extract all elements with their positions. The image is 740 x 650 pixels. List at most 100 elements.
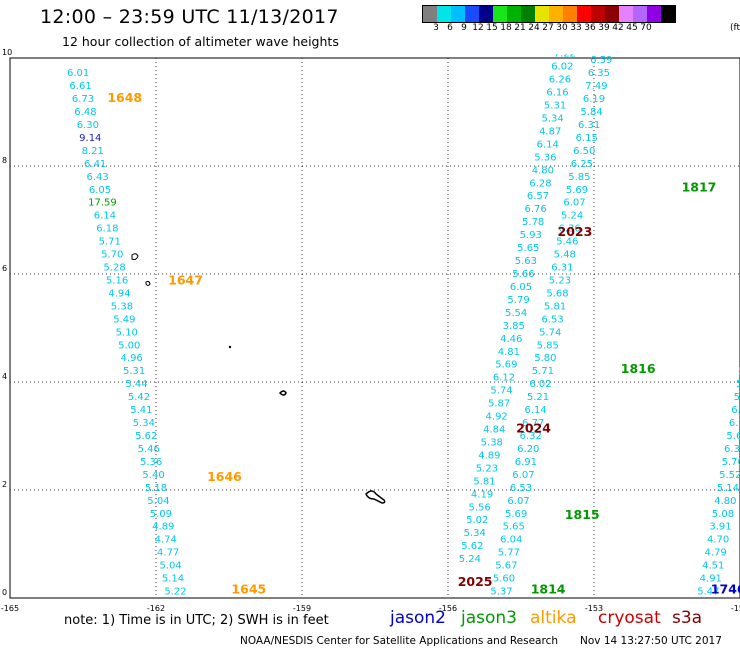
wave-height-label: 5.86 bbox=[559, 23, 581, 34]
wave-height-label: 4.84 bbox=[483, 425, 505, 436]
wave-height-label: 6.18 bbox=[731, 405, 740, 416]
wave-height-label: 5.85 bbox=[568, 172, 590, 183]
x-tick-label: -153 bbox=[585, 604, 603, 613]
page-title: 12:00 – 23:59 UTC 11/13/2017 bbox=[40, 6, 339, 28]
wave-height-label: 6.32 bbox=[520, 431, 542, 442]
pass-time-label: 1815 bbox=[565, 507, 600, 522]
wave-height-label: 5.74 bbox=[490, 386, 512, 397]
color-scale-label: 18 bbox=[500, 23, 512, 33]
wave-height-label: 6.50 bbox=[573, 146, 595, 157]
wave-height-label: 5.04 bbox=[147, 496, 169, 507]
legend-jason3: jason3 bbox=[461, 608, 517, 628]
wave-height-label: 4.96 bbox=[121, 353, 143, 364]
wave-height-label: 5.18 bbox=[145, 483, 167, 494]
wave-height-label: 4.19 bbox=[471, 489, 493, 500]
color-scale-label: 12 bbox=[472, 23, 484, 33]
wave-height-label: 5.31 bbox=[544, 101, 566, 112]
y-tick-label: 10 bbox=[2, 48, 12, 57]
wave-height-label: 5.76 bbox=[722, 457, 740, 468]
wave-height-label: 6.14 bbox=[524, 405, 546, 416]
wave-height-label: 5.40 bbox=[142, 470, 164, 481]
legend-s3a: s3a bbox=[672, 608, 703, 628]
wave-height-label: 5.37 bbox=[490, 587, 512, 598]
wave-height-label: 6.02 bbox=[551, 62, 573, 73]
wave-height-label: 5.44 bbox=[125, 379, 147, 390]
wave-height-label: 6.19 bbox=[583, 94, 605, 105]
wave-height-label: 6.62 bbox=[600, 3, 622, 14]
wave-height-label: 5.41 bbox=[130, 405, 152, 416]
pass-time-label: 1817 bbox=[682, 180, 717, 195]
color-scale-label: 42 bbox=[612, 23, 624, 33]
wave-height-label: 6.20 bbox=[517, 444, 539, 455]
island-outline bbox=[131, 253, 139, 261]
wave-height-label: 6.28 bbox=[529, 178, 551, 189]
wave-height-label: 6.30 bbox=[724, 444, 740, 455]
wave-height-label: 6.61 bbox=[69, 81, 91, 92]
credit-line: NOAA/NESDIS Center for Satellite Applica… bbox=[240, 635, 558, 647]
wave-height-label: 5.65 bbox=[503, 522, 525, 533]
wave-height-label: 17.59 bbox=[88, 198, 117, 209]
wave-height-label: 5.69 bbox=[736, 379, 740, 390]
color-scale-label: 36 bbox=[584, 23, 596, 33]
wave-height-label: 5.80 bbox=[534, 353, 556, 364]
color-scale-cell bbox=[479, 6, 493, 22]
wave-height-label: 5.24 bbox=[459, 554, 481, 565]
wave-height-label: 6.02 bbox=[529, 379, 551, 390]
wave-height-label: 4.91 bbox=[700, 574, 722, 585]
wave-height-label: 6.77 bbox=[522, 418, 544, 429]
color-scale-cell bbox=[577, 6, 591, 22]
wave-height-label: 6.35 bbox=[729, 418, 740, 429]
wave-height-label: 5.23 bbox=[549, 275, 571, 286]
wave-height-label: 5.69 bbox=[566, 185, 588, 196]
island-outline bbox=[365, 490, 386, 504]
wave-height-label: 5.46 bbox=[556, 237, 578, 248]
wave-height-label: 5.71 bbox=[99, 237, 121, 248]
wave-height-label: 6.48 bbox=[74, 107, 96, 118]
pass-time-label: 2024 bbox=[516, 420, 551, 435]
color-scale-cell bbox=[465, 6, 479, 22]
color-scale-cell bbox=[493, 6, 507, 22]
y-tick-label: 8 bbox=[2, 156, 7, 165]
color-scale-cell bbox=[605, 6, 619, 22]
wave-height-label: 6.35 bbox=[588, 68, 610, 79]
wave-height-label: 5.34 bbox=[133, 418, 155, 429]
wave-height-label: 5.85 bbox=[537, 340, 559, 351]
wave-height-label: 5.10 bbox=[116, 327, 138, 338]
wave-height-label: 5.42 bbox=[128, 392, 150, 403]
wave-height-label: 6.76 bbox=[524, 204, 546, 215]
wave-height-label: 5.14 bbox=[717, 483, 739, 494]
y-tick-label: 2 bbox=[2, 480, 7, 489]
wave-height-label: 5.67 bbox=[495, 561, 517, 572]
color-scale-label: 33 bbox=[570, 23, 582, 33]
wave-height-label: 6.07 bbox=[507, 496, 529, 507]
wave-height-label: 5.34 bbox=[464, 528, 486, 539]
wave-height-label: 5.28 bbox=[104, 263, 126, 274]
wave-height-label: 5.78 bbox=[522, 217, 544, 228]
pass-time-label: 2022 bbox=[613, 31, 648, 46]
wave-height-label: 5.54 bbox=[505, 308, 527, 319]
legend-cryosat: cryosat bbox=[598, 608, 661, 628]
wave-height-label: 5.62 bbox=[135, 431, 157, 442]
wave-height-label: 5.48 bbox=[554, 250, 576, 261]
color-scale-label: 9 bbox=[461, 23, 467, 33]
legend-jason2: jason2 bbox=[390, 608, 446, 628]
wave-height-label: 6.43 bbox=[86, 172, 108, 183]
color-scale-bar bbox=[422, 5, 676, 23]
pass-time-label: 1645 bbox=[231, 581, 266, 596]
wave-height-label: 5.61 bbox=[734, 392, 740, 403]
wave-height-label: 5.93 bbox=[520, 230, 542, 241]
color-scale-unit: (ft) bbox=[730, 23, 740, 33]
wave-height-label: 6.16 bbox=[546, 88, 568, 99]
footnote: note: 1) Time is in UTC; 2) SWH is in fe… bbox=[64, 613, 329, 628]
wave-height-label: 4.79 bbox=[705, 548, 727, 559]
wave-height-label: 5.49 bbox=[113, 314, 135, 325]
color-scale-cell bbox=[647, 6, 661, 22]
wave-height-label: 5.36 bbox=[534, 152, 556, 163]
color-scale-label: 15 bbox=[486, 23, 498, 33]
wave-height-label: 5.31 bbox=[123, 366, 145, 377]
wave-height-label: 6.36 bbox=[559, 224, 581, 235]
color-scale-label: 6 bbox=[447, 23, 453, 33]
wave-height-label: 6.04 bbox=[500, 535, 522, 546]
wave-height-label: 8.21 bbox=[82, 146, 104, 157]
color-scale-cell bbox=[423, 6, 437, 22]
